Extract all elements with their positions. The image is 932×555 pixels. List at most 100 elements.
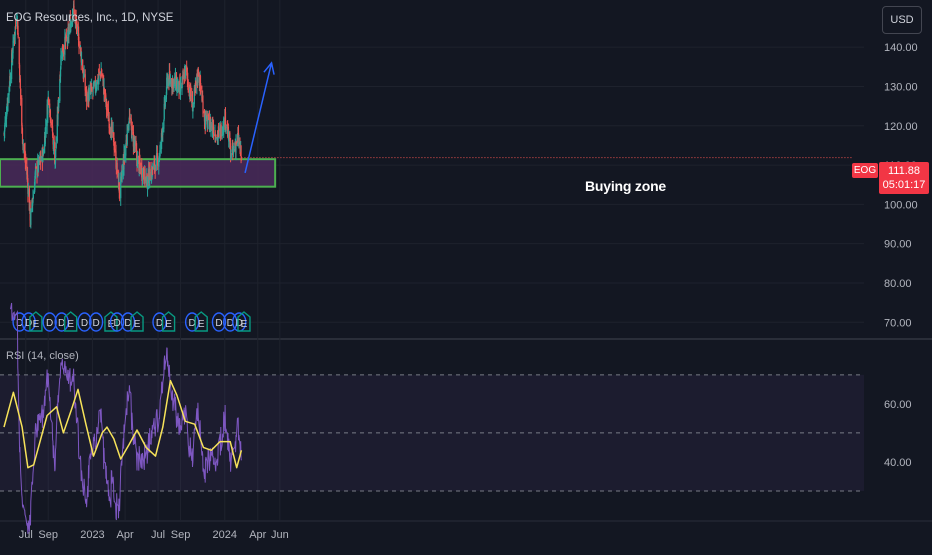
dividend-marker bbox=[21, 312, 36, 332]
candle-body bbox=[130, 118, 132, 126]
candle-body bbox=[22, 143, 24, 146]
candle-body bbox=[156, 153, 158, 157]
candle-body bbox=[129, 117, 131, 120]
currency-button[interactable]: USD bbox=[882, 6, 922, 34]
dividend-marker-label: D bbox=[156, 318, 163, 329]
candle-body bbox=[146, 184, 149, 189]
candle-body bbox=[100, 72, 102, 77]
candle-body bbox=[68, 30, 70, 37]
candle-body bbox=[167, 78, 169, 87]
dividend-marker-label: D bbox=[236, 318, 243, 329]
candle-body bbox=[240, 145, 242, 157]
candle-body bbox=[208, 117, 211, 132]
candle-body bbox=[32, 194, 34, 199]
candle-body bbox=[205, 115, 207, 119]
candle-body bbox=[155, 155, 157, 171]
candle-body bbox=[96, 80, 98, 89]
candle-body bbox=[186, 66, 188, 72]
candle-body bbox=[220, 125, 222, 138]
chart-title: EOG Resources, Inc., 1D, NYSE bbox=[6, 12, 174, 24]
earnings-marker-label: E bbox=[134, 319, 141, 330]
candle-body bbox=[93, 81, 95, 84]
candle-body bbox=[230, 152, 232, 158]
time-tick-label: Apr bbox=[117, 529, 134, 541]
candle-body bbox=[139, 161, 141, 166]
dividend-marker bbox=[211, 312, 227, 332]
candle-body bbox=[153, 158, 156, 168]
earnings-marker bbox=[194, 311, 208, 332]
candle-body bbox=[42, 153, 45, 155]
candle-body bbox=[104, 92, 107, 95]
time-tick-label: Jul bbox=[19, 529, 33, 541]
candle-body bbox=[32, 197, 34, 203]
candle-body bbox=[98, 71, 100, 73]
candle-body bbox=[149, 168, 151, 180]
last-price-value: 111.88 bbox=[887, 165, 920, 177]
earnings-marker-label: E bbox=[33, 319, 40, 330]
candle-body bbox=[215, 137, 217, 140]
candle-body bbox=[91, 86, 93, 91]
earnings-marker-label: E bbox=[241, 319, 248, 330]
candle-body bbox=[120, 173, 122, 177]
earnings-marker bbox=[161, 311, 176, 332]
candle-body bbox=[158, 159, 160, 167]
earnings-marker bbox=[237, 311, 251, 332]
candle-body bbox=[55, 142, 57, 149]
candle-body bbox=[11, 53, 13, 80]
candle-body bbox=[55, 149, 57, 151]
candle-body bbox=[47, 97, 50, 103]
candle-body bbox=[27, 188, 29, 196]
candle-body bbox=[185, 65, 187, 77]
candle-body bbox=[45, 127, 47, 130]
event-markers-layer: D D E D D E D D E D D E D E D E D D DE bbox=[12, 311, 251, 332]
candle-body bbox=[162, 127, 164, 136]
candle-body bbox=[223, 118, 225, 133]
candle-body bbox=[120, 176, 122, 199]
candle-body bbox=[97, 78, 99, 82]
candle-body bbox=[73, 5, 75, 10]
candle-body bbox=[115, 151, 117, 168]
dividend-marker-label: D bbox=[92, 318, 99, 329]
candle-body bbox=[108, 118, 110, 129]
candle-body bbox=[193, 88, 195, 104]
dividend-marker-label: D bbox=[113, 318, 120, 329]
candle-body bbox=[157, 158, 159, 166]
candle-body bbox=[197, 68, 199, 77]
earnings-marker-label: E bbox=[198, 319, 205, 330]
rsi-ma-line bbox=[3, 379, 243, 469]
candle-body bbox=[209, 127, 211, 132]
candle-body bbox=[56, 114, 58, 142]
dividend-marker bbox=[152, 312, 167, 332]
time-tick-label: Jul bbox=[151, 529, 165, 541]
dividend-marker bbox=[109, 312, 125, 332]
earnings-marker bbox=[130, 311, 144, 332]
dividend-marker bbox=[77, 312, 92, 332]
candle-body bbox=[84, 74, 86, 91]
candle-body bbox=[152, 167, 154, 170]
candle-body bbox=[102, 73, 104, 81]
candle-body bbox=[44, 127, 46, 144]
candle-body bbox=[233, 148, 235, 151]
candle-body bbox=[26, 174, 29, 182]
rsi-title: RSI (14, close) bbox=[6, 350, 79, 362]
candle-body bbox=[101, 73, 103, 77]
candle-body bbox=[70, 22, 72, 32]
candle-body bbox=[238, 141, 240, 145]
candle-body bbox=[18, 39, 20, 65]
candle-body bbox=[6, 103, 8, 112]
candle-body bbox=[15, 24, 17, 26]
candle-body bbox=[212, 127, 215, 135]
candle-body bbox=[116, 162, 118, 172]
candle-body bbox=[192, 102, 194, 109]
dividend-marker-label: D bbox=[25, 318, 32, 329]
candle-body bbox=[163, 103, 165, 120]
candle-body bbox=[9, 78, 12, 81]
candle-body bbox=[228, 131, 230, 142]
candle-body bbox=[28, 188, 30, 211]
candle-body bbox=[75, 21, 78, 29]
candle-body bbox=[195, 81, 197, 86]
candle-body bbox=[86, 91, 88, 102]
candle-body bbox=[70, 23, 73, 25]
